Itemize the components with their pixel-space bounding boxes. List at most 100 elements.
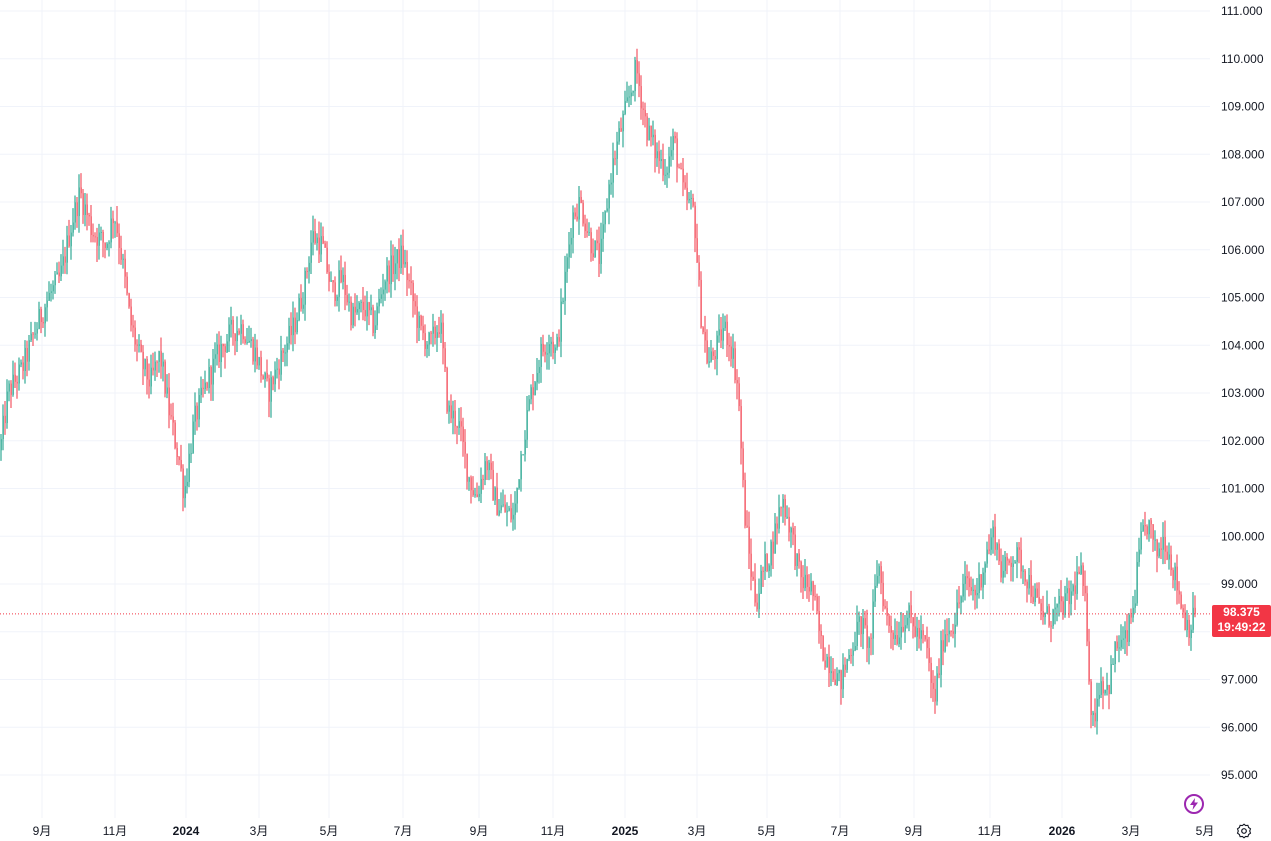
candle-body (856, 621, 858, 646)
candle-body (410, 281, 412, 283)
candle-body (408, 280, 410, 282)
candle-body (760, 570, 762, 594)
candle-body (502, 504, 504, 506)
candle-body (644, 109, 646, 117)
candle-body (104, 242, 106, 249)
candle-body (806, 574, 808, 587)
candle-body (960, 596, 962, 603)
candle-body (968, 578, 970, 588)
candle-body (10, 383, 12, 395)
candle-body (610, 182, 612, 185)
candle-body (14, 374, 16, 382)
candle-body (2, 415, 4, 440)
candle-body (100, 231, 102, 233)
candle-body (908, 605, 910, 618)
candle-body (538, 366, 540, 374)
candle-body (708, 361, 710, 363)
candle-body (1192, 607, 1194, 630)
candle-body (354, 306, 356, 313)
candle-body (628, 96, 630, 98)
candle-body (404, 261, 406, 265)
candle-body (964, 576, 966, 584)
candle-body (1090, 681, 1092, 716)
candle-body (0, 439, 2, 451)
candle-body (726, 321, 728, 346)
candle-body (140, 344, 142, 352)
candle-body (338, 270, 340, 297)
candle-body (584, 223, 586, 232)
candle-body (852, 650, 854, 656)
candle-body (736, 380, 738, 384)
candle-body (654, 134, 656, 159)
candle-body (1074, 585, 1076, 594)
candle-body (608, 184, 610, 209)
candle-body (1040, 603, 1042, 611)
candle-body (260, 357, 262, 376)
candle-body (52, 285, 54, 292)
candle-body (276, 368, 278, 370)
candle-body (1094, 712, 1096, 722)
candle-body (690, 197, 692, 199)
candle-body (552, 341, 554, 353)
candle-body (192, 421, 194, 454)
candle-body (38, 308, 40, 329)
time-axis[interactable]: 9月 11月 2024 3月 5月 7月 9月 11月 2025 3月 5月 7月 9月 11月 2026 3… (33, 824, 1215, 838)
lightning-bolt-button[interactable] (1184, 794, 1204, 814)
candle-body (416, 306, 418, 328)
candle-body (536, 373, 538, 383)
candle-body (564, 271, 566, 301)
y-tick-label: 109.000 (1221, 100, 1265, 114)
axis-settings-button[interactable] (1236, 823, 1252, 839)
candle-body (924, 635, 926, 640)
x-tick-label: 3月 (1122, 824, 1141, 838)
candle-body (774, 523, 776, 554)
candle-body (342, 274, 344, 282)
candle-body (50, 291, 52, 293)
candle-body (728, 345, 730, 347)
candle-body (558, 337, 560, 342)
candle-body (674, 135, 676, 139)
candle-body (20, 362, 22, 365)
candle-body (516, 488, 518, 504)
candle-body (604, 211, 606, 225)
candle-body (438, 332, 440, 334)
candle-body (1046, 606, 1048, 613)
candle-body (264, 372, 266, 380)
x-tick-label: 11月 (541, 824, 565, 838)
candle-body (382, 289, 384, 295)
candle-body (294, 317, 296, 333)
candle-body (808, 586, 810, 592)
candle-body (1116, 641, 1118, 649)
candle-body (308, 262, 310, 272)
candle-body (554, 347, 556, 353)
candle-body (980, 574, 982, 588)
candle-body (1034, 588, 1036, 603)
candle-body (1032, 596, 1034, 603)
candle-body (582, 202, 584, 224)
candle-body (1096, 698, 1098, 722)
candle-body (428, 332, 430, 345)
candle-body (732, 348, 734, 359)
candle-body (1066, 588, 1068, 594)
x-tick-label: 5月 (320, 824, 339, 838)
candle-body (926, 639, 928, 649)
candle-body (40, 308, 42, 323)
candle-body (158, 351, 160, 362)
candle-body (842, 664, 844, 690)
candle-body (110, 218, 112, 243)
candle-body (312, 231, 314, 243)
candle-body (950, 630, 952, 632)
candle-body (676, 138, 678, 168)
candle-body (738, 383, 740, 407)
price-axis[interactable]: 111.000 110.000 109.000 108.000 107.000 106.0… (1221, 4, 1265, 782)
candle-body (370, 307, 372, 311)
candle-body (920, 630, 922, 639)
candle-body (76, 202, 78, 217)
candle-body (258, 357, 260, 366)
candle-body (544, 351, 546, 355)
candle-body (1026, 581, 1028, 589)
candle-body (182, 468, 184, 499)
candle-body (376, 306, 378, 326)
candle-body (844, 664, 846, 670)
